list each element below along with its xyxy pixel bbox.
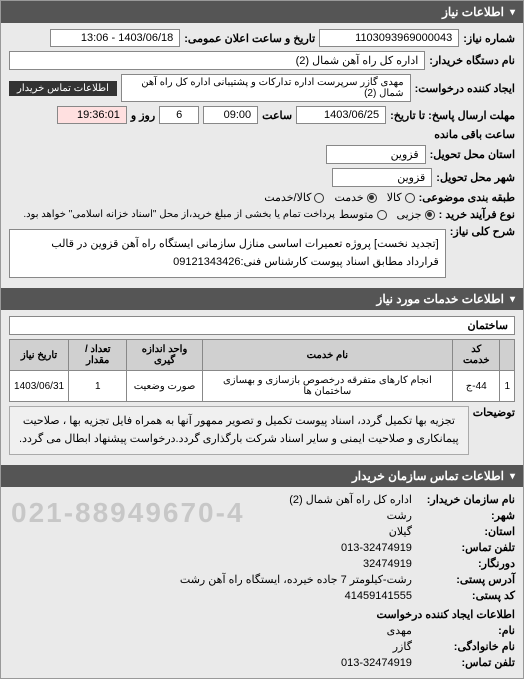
creator-phone-label: تلفن تماس: xyxy=(415,656,515,669)
section-service-header: ▾ اطلاعات خدمات مورد نیاز xyxy=(1,288,523,310)
summary-label: شرح کلی نیاز: xyxy=(450,225,515,238)
process-note: پرداخت تمام یا بخشی از مبلغ خرید،از محل … xyxy=(23,209,335,220)
contact-city-value: رشت xyxy=(387,510,412,522)
contact-org-label: نام سازمان خریدار: xyxy=(415,493,515,506)
deadline-label: مهلت ارسال پاسخ: تا تاریخ: xyxy=(390,109,515,122)
summary-value: [تجدید نخست] پروژه تعمیرات اساسی منازل س… xyxy=(9,229,446,278)
deadline-time-label: ساعت xyxy=(262,109,292,122)
delivery-city-value: قزوین xyxy=(332,168,432,187)
creator-name-label: نام: xyxy=(415,624,515,637)
creator-family-label: نام خانوادگی: xyxy=(415,640,515,653)
creator-section-label: اطلاعات ایجاد کننده درخواست xyxy=(9,608,515,621)
table-cell: صورت وضعیت xyxy=(127,371,202,402)
contact-phone-value: 013-32474919 xyxy=(341,542,412,554)
section-service-title: اطلاعات خدمات مورد نیاز xyxy=(377,292,504,306)
table-header: واحد اندازه گیری xyxy=(127,340,202,371)
buyer-org-value: اداره کل راه آهن شمال (2) xyxy=(9,51,425,70)
table-header: نام خدمت xyxy=(202,340,452,371)
contact-postal-label: کد پستی: xyxy=(415,589,515,602)
deadline-time-value: 09:00 xyxy=(203,106,258,124)
remain-label: ساعت باقی مانده xyxy=(434,128,515,141)
chevron-down-icon: ▾ xyxy=(510,7,515,18)
budget-type-label: طبقه بندی موضوعی: xyxy=(419,191,515,204)
requester-value: مهدی گازر سرپرست اداره تدارکات و پشتیبان… xyxy=(121,74,411,102)
info-form: شماره نیاز: 1103093969000043 تاریخ و ساع… xyxy=(1,23,523,288)
creator-family-value: گازر xyxy=(393,641,412,653)
process-medium-radio[interactable]: متوسط xyxy=(339,208,387,221)
table-header: تاریخ نیاز xyxy=(10,340,69,371)
day-label: روز و xyxy=(131,109,155,122)
request-no-value: 1103093969000043 xyxy=(319,29,459,47)
contact-org-value: اداره کل راه آهن شمال (2) xyxy=(289,494,412,506)
table-header: تعداد / مقدار xyxy=(69,340,127,371)
deadline-date-value: 1403/06/25 xyxy=(296,106,386,124)
table-cell: 44-ج xyxy=(453,371,500,402)
contact-form: 021-88949670-4 نام سازمان خریدار: اداره … xyxy=(1,487,523,678)
contact-city-label: شهر: xyxy=(415,509,515,522)
remain-time-value: 19:36:01 xyxy=(57,106,127,124)
announce-date-value: 1403/06/18 - 13:06 xyxy=(50,29,180,47)
contact-addr-value: رشت-کیلومتر 7 جاده خیرده، ایستگاه راه آه… xyxy=(180,574,412,586)
contact-fax-label: دورنگار: xyxy=(415,557,515,570)
requester-label: ایجاد کننده درخواست: xyxy=(415,82,515,95)
explain-value: تجزیه بها تکمیل گردد، اسناد پیوست تکمیل … xyxy=(9,406,469,455)
process-type-label: نوع فرآیند خرید : xyxy=(439,208,515,221)
creator-name-value: مهدی xyxy=(387,625,412,637)
table-header xyxy=(500,340,515,371)
contact-phone-label: تلفن تماس: xyxy=(415,541,515,554)
chevron-down-icon: ▾ xyxy=(510,294,515,305)
budget-type-group: کالا خدمت کالا/خدمت xyxy=(264,191,414,204)
section-contact-title: اطلاعات تماس سازمان خریدار xyxy=(352,469,504,483)
section-info-title: اطلاعات نیاز xyxy=(442,5,504,19)
buyer-org-label: نام دستگاه خریدار: xyxy=(429,54,515,67)
budget-service-radio[interactable]: خدمت xyxy=(334,191,376,204)
announce-date-label: تاریخ و ساعت اعلان عمومی: xyxy=(184,32,315,45)
contact-addr-label: آدرس پستی: xyxy=(415,573,515,586)
contact-info-button[interactable]: اطلاعات تماس خریدار xyxy=(9,81,117,96)
contact-province-label: استان: xyxy=(415,525,515,538)
section-info-header: ▾ اطلاعات نیاز xyxy=(1,1,523,23)
day-value: 6 xyxy=(159,106,199,124)
delivery-city-label: شهر محل تحویل: xyxy=(436,171,515,184)
section-contact-header: ▾ اطلاعات تماس سازمان خریدار xyxy=(1,465,523,487)
process-small-radio[interactable]: جزیی xyxy=(397,208,435,221)
creator-phone-value: 013-32474919 xyxy=(341,657,412,669)
contact-fax-value: 32474919 xyxy=(363,558,412,570)
table-cell: انجام کارهای متفرقه درخصوص بازسازی و بهس… xyxy=(202,371,452,402)
contact-postal-value: 41459141555 xyxy=(345,590,412,602)
budget-goods-radio[interactable]: کالا xyxy=(387,191,415,204)
delivery-province-value: قزوین xyxy=(326,145,426,164)
table-row: 144-جانجام کارهای متفرقه درخصوص بازسازی … xyxy=(10,371,515,402)
table-header: کد خدمت xyxy=(453,340,500,371)
chevron-down-icon: ▾ xyxy=(510,471,515,482)
table-cell: 1 xyxy=(69,371,127,402)
table-cell: 1 xyxy=(500,371,515,402)
delivery-province-label: استان محل تحویل: xyxy=(430,148,515,161)
request-no-label: شماره نیاز: xyxy=(463,32,515,45)
service-table: کد خدمتنام خدمتواحد اندازه گیریتعداد / م… xyxy=(9,339,515,402)
explain-label: توضیحات xyxy=(473,406,515,419)
service-category: ساختمان xyxy=(9,316,515,335)
process-type-group: جزیی متوسط xyxy=(339,208,435,221)
service-form: ساختمان کد خدمتنام خدمتواحد اندازه گیریت… xyxy=(1,310,523,465)
contact-province-value: گیلان xyxy=(389,526,412,538)
table-cell: 1403/06/31 xyxy=(10,371,69,402)
budget-both-radio[interactable]: کالا/خدمت xyxy=(264,191,324,204)
